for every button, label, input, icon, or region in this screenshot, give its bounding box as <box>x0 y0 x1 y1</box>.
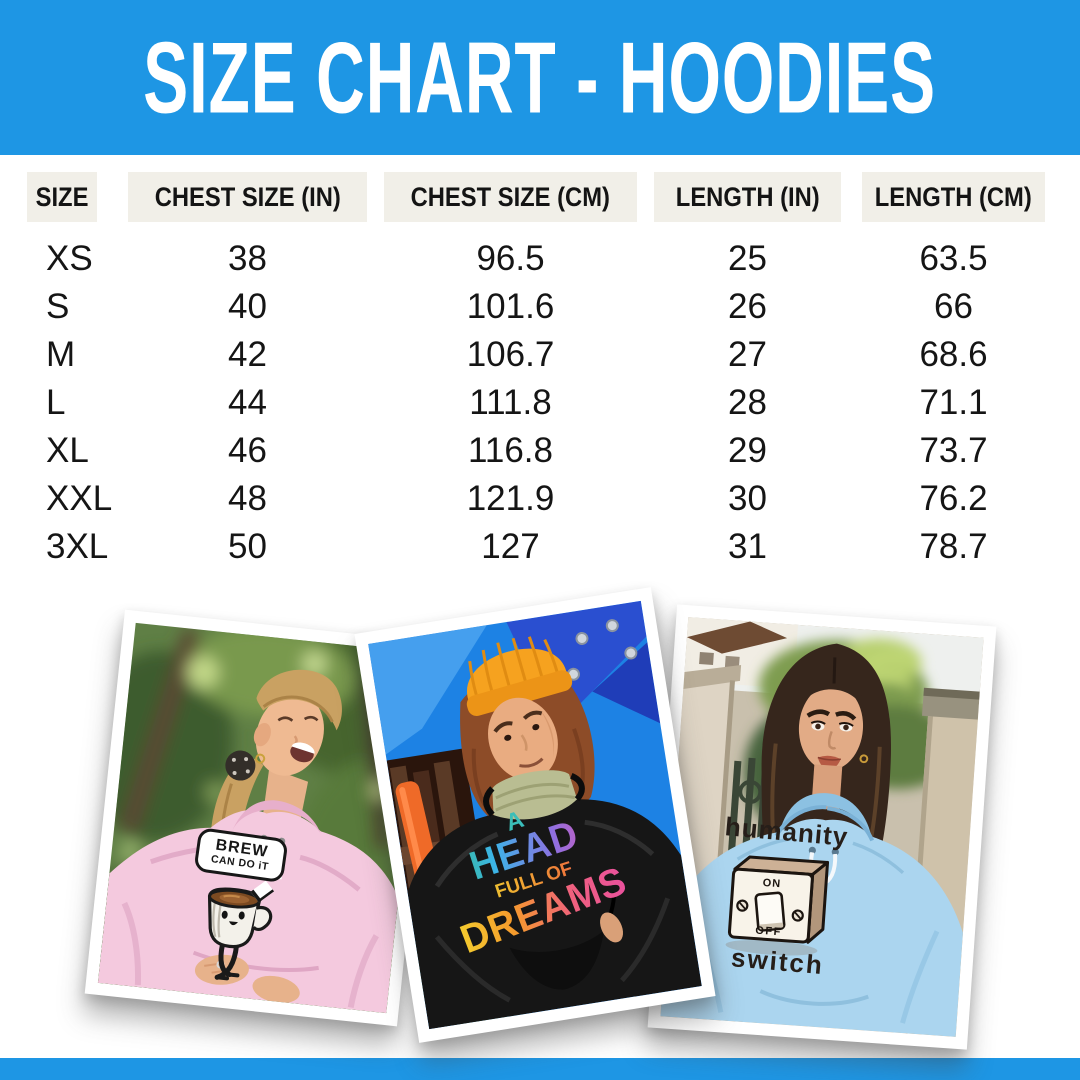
photo-black-hoodie: A HEAD FULL OF DREAMS <box>354 587 716 1043</box>
header-chest-in: CHEST SIZE (IN) <box>128 172 367 222</box>
blue-hoodie-illustration: ON OFF <box>660 617 984 1037</box>
cell: 27 <box>728 335 767 374</box>
cell: 63.5 <box>919 239 988 278</box>
cell: 76.2 <box>919 479 988 518</box>
cell: 68.6 <box>919 335 988 374</box>
page-title: SIZE CHART - HOODIES <box>143 20 937 134</box>
cell: 73.7 <box>919 431 988 470</box>
size-label: XL <box>46 431 89 470</box>
size-label: XXL <box>46 479 113 518</box>
size-label: XS <box>46 239 93 278</box>
size-label: M <box>46 335 76 374</box>
footer-accent-bar <box>0 1058 1080 1080</box>
cell: 101.6 <box>466 287 555 326</box>
cell: 121.9 <box>466 479 555 518</box>
switch-on-label: ON <box>762 877 781 890</box>
cell: 46 <box>228 431 267 470</box>
cell: 106.7 <box>466 335 555 374</box>
cell: 25 <box>728 239 767 278</box>
cell: 40 <box>228 287 267 326</box>
cell: 44 <box>228 383 267 422</box>
header-length-in: LENGTH (IN) <box>654 172 841 222</box>
cell: 30 <box>728 479 767 518</box>
header-size: SIZE <box>27 172 97 222</box>
title-banner: SIZE CHART - HOODIES <box>0 0 1080 155</box>
cell: 71.1 <box>919 383 988 422</box>
photo-blue-hoodie: ON OFF humanity switch <box>647 604 997 1050</box>
cell: 127 <box>481 527 540 566</box>
cell: 78.7 <box>919 527 988 566</box>
cell: 29 <box>728 431 767 470</box>
cell: 96.5 <box>476 239 545 278</box>
size-label: 3XL <box>46 527 109 566</box>
column-chest-in: 38 40 42 44 46 48 50 <box>128 235 367 571</box>
cell: 66 <box>934 287 973 326</box>
cell: 116.8 <box>468 431 553 470</box>
cell: 48 <box>228 479 267 518</box>
black-hoodie-illustration <box>368 600 702 1030</box>
size-label: S <box>46 287 70 326</box>
switch-off-label: OFF <box>755 925 782 939</box>
header-chest-cm: CHEST SIZE (CM) <box>384 172 637 222</box>
cell: 42 <box>228 335 267 374</box>
cell: 50 <box>228 527 267 566</box>
size-label: L <box>46 383 66 422</box>
column-chest-cm: 96.5 101.6 106.7 111.8 116.8 121.9 127 <box>384 235 637 571</box>
cell: 111.8 <box>469 383 552 422</box>
column-length-cm: 63.5 66 68.6 71.1 73.7 76.2 78.7 <box>862 235 1045 571</box>
cell: 31 <box>728 527 767 566</box>
column-size: XS S M L XL XXL 3XL <box>27 235 136 571</box>
header-length-cm: LENGTH (CM) <box>862 172 1045 222</box>
cell: 28 <box>728 383 767 422</box>
cell: 38 <box>228 239 267 278</box>
column-length-in: 25 26 27 28 29 30 31 <box>654 235 841 571</box>
cell: 26 <box>728 287 767 326</box>
